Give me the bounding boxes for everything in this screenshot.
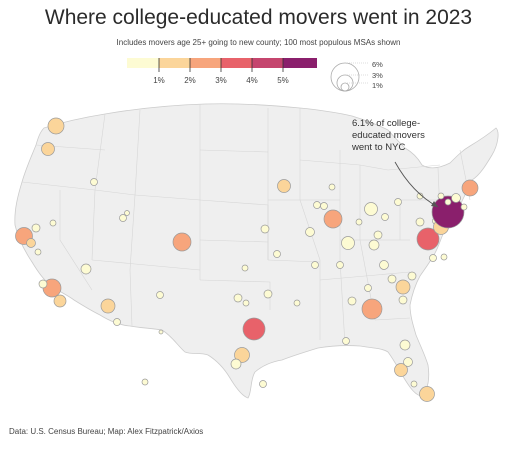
city-bubble	[119, 214, 127, 222]
city-bubble	[410, 380, 418, 388]
city-bubble	[273, 250, 281, 258]
city-bubble	[431, 195, 465, 229]
city-bubble	[234, 347, 250, 363]
city-bubble	[172, 232, 192, 252]
city-bubble	[364, 202, 378, 216]
source-credit: Data: U.S. Census Bureau; Map: Alex Fitz…	[9, 427, 204, 436]
city-bubble	[429, 254, 437, 262]
color-scale-labels: 1% 2% 3% 4% 5%	[127, 76, 327, 88]
city-bubble	[381, 213, 389, 221]
city-bubble	[341, 236, 355, 250]
city-bubble	[113, 318, 121, 326]
color-swatch-5	[283, 58, 317, 68]
city-bubble	[451, 193, 461, 203]
city-bubble	[233, 293, 243, 303]
size-legend-circles	[330, 62, 368, 92]
city-bubble	[41, 142, 55, 156]
map-title: Where college-educated movers went in 20…	[44, 6, 473, 29]
color-tick-label: 1%	[153, 76, 165, 85]
city-bubble	[440, 253, 448, 261]
city-bubble	[415, 217, 425, 227]
city-bubble	[403, 357, 413, 367]
annotation-line: 6.1% of college-	[352, 118, 421, 129]
city-bubble	[277, 179, 291, 193]
city-bubble	[49, 219, 57, 227]
city-bubble	[34, 248, 42, 256]
city-bubble	[313, 201, 321, 209]
map-subtitle: Includes movers age 25+ going to new cou…	[116, 38, 401, 47]
city-bubble	[141, 378, 149, 386]
city-bubble	[336, 261, 344, 269]
color-scale-legend	[127, 58, 317, 72]
city-bubble	[241, 264, 249, 272]
city-bubble	[47, 117, 65, 135]
city-bubble	[242, 317, 266, 341]
city-bubble	[379, 260, 389, 270]
city-bubble	[387, 274, 397, 284]
city-bubble	[407, 271, 417, 281]
annotation-line: educated movers	[352, 130, 425, 141]
city-bubble	[416, 227, 440, 251]
city-bubble	[260, 224, 270, 234]
city-bubble	[80, 263, 92, 275]
color-swatch-4	[252, 58, 283, 68]
city-bubble	[364, 284, 372, 292]
city-bubble	[320, 202, 328, 210]
city-bubble	[263, 289, 273, 299]
color-tick-label: 2%	[184, 76, 196, 85]
city-bubble	[323, 209, 343, 229]
city-bubble	[437, 192, 445, 200]
city-bubble	[461, 179, 479, 197]
city-bubble	[395, 279, 411, 295]
city-bubble	[419, 386, 435, 402]
city-bubble	[355, 218, 363, 226]
city-bubble	[342, 337, 350, 345]
size-label-1: 1%	[372, 81, 383, 90]
city-bubble	[399, 339, 411, 351]
city-bubble	[328, 183, 336, 191]
city-bubble	[394, 363, 408, 377]
city-bubble	[444, 198, 452, 206]
city-bubble	[293, 299, 301, 307]
city-bubble	[100, 298, 116, 314]
city-bubble	[230, 358, 242, 370]
city-bubble	[347, 296, 357, 306]
city-bubble	[373, 230, 383, 240]
city-bubble	[311, 261, 319, 269]
annotation-line: went to NYC	[352, 142, 406, 153]
city-bubble	[368, 239, 380, 251]
city-bubble	[38, 279, 48, 289]
city-bubble	[158, 329, 164, 335]
city-bubble	[242, 299, 250, 307]
city-bubble	[416, 192, 424, 200]
annotation-arrowhead	[431, 201, 438, 207]
size-label-6: 6%	[372, 60, 383, 69]
size-legend: 6% 3% 1%	[330, 60, 383, 99]
city-bubble	[305, 227, 315, 237]
city-bubble	[361, 298, 383, 320]
nyc-annotation: 6.1% of college- educated movers went to…	[352, 118, 462, 154]
city-bubble	[31, 223, 41, 233]
color-swatch-1	[159, 58, 190, 68]
city-bubbles	[15, 117, 479, 402]
color-tick-label: 5%	[277, 76, 289, 85]
city-bubble	[90, 178, 98, 186]
size-label-3: 3%	[372, 71, 383, 80]
city-bubble	[259, 380, 267, 388]
color-swatch-3	[221, 58, 252, 68]
color-swatch-0	[127, 58, 159, 68]
city-bubble	[124, 210, 130, 216]
city-bubble	[394, 198, 402, 206]
city-bubble	[156, 291, 164, 299]
city-bubble	[53, 294, 67, 308]
city-bubble	[460, 203, 468, 211]
city-bubble	[26, 238, 36, 248]
color-swatch-2	[190, 58, 221, 68]
color-tick-label: 3%	[215, 76, 227, 85]
city-bubble	[398, 295, 408, 305]
us-map	[14, 103, 499, 402]
color-tick-label: 4%	[246, 76, 258, 85]
